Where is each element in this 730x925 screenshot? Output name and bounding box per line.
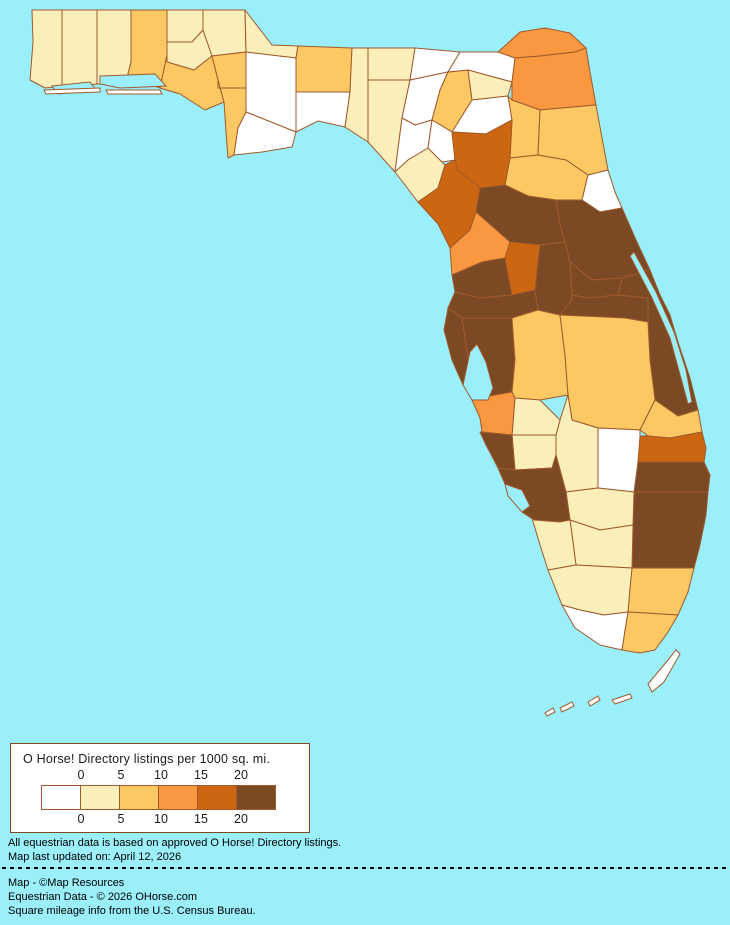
legend-swatch-5-10 [119,785,159,810]
county-gilchrist [427,119,456,163]
legend-swatch-10-15 [158,785,198,810]
water-inlet [504,483,531,513]
footer-note-data-source: All equestrian data is based on approved… [8,837,342,849]
dashed-divider [2,867,728,869]
water-inlet [629,251,693,405]
county-wakulla [295,91,351,133]
county-leon [295,45,353,93]
county-jefferson [344,47,369,143]
legend-colorbar [41,785,281,810]
island [559,701,575,713]
county-collier [547,564,633,616]
county-miami-dade [621,611,679,654]
county-polk [511,309,569,401]
legend-ticks-top: 0 5 10 15 20 [11,768,309,782]
legend-tick-label: 10 [154,812,168,826]
footer-note-updated: Map last updated on: April 12, 2026 [8,851,182,863]
county-gadsden [244,9,299,59]
county-duval [511,47,597,111]
footer-credit-map: Map - ©Map Resources [8,877,125,889]
florida-map [29,9,711,717]
legend-title: O Horse! Directory listings per 1000 sq.… [23,752,271,766]
county-jackson [202,9,247,57]
island [647,649,681,693]
county-palm-beach [631,491,709,569]
legend-tick-label: 5 [117,812,125,826]
water-inlet [462,343,494,401]
county-madison [367,47,416,81]
legend-tick-label: 20 [234,768,248,782]
legend-box: O Horse! Directory listings per 1000 sq.… [10,743,310,833]
legend-tick-label: 20 [234,812,248,826]
island [611,693,633,705]
county-martin [633,461,711,493]
legend-swatch-0 [41,785,81,810]
county-desoto [511,434,557,471]
legend-tick-label: 15 [194,768,208,782]
legend-tick-label: 0 [77,768,85,782]
water-inlet [99,73,168,89]
island [105,89,163,95]
legend-tick-label: 5 [117,768,125,782]
legend-swatch-20+ [236,785,276,810]
county-hardee [511,397,561,436]
island [43,87,101,95]
county-manatee [471,391,516,436]
island [587,695,601,707]
county-sarasota [479,431,516,471]
county-osceola [559,314,656,431]
legend-swatch-0-5 [80,785,120,810]
county-okeechobee [597,427,641,493]
county-broward [627,567,695,616]
legend-ticks-bottom: 0 5 10 15 20 [11,812,309,826]
legend-tick-label: 15 [194,812,208,826]
county-escambia [29,9,63,89]
legend-tick-label: 0 [77,812,85,826]
county-lake [534,241,573,316]
legend-tick-label: 10 [154,768,168,782]
county-okaloosa [96,9,132,85]
county-franklin [233,111,297,156]
footer-credit-census: Square mileage info from the U.S. Census… [8,905,256,917]
footer-credit-data: Equestrian Data - © 2026 OHorse.com [8,891,198,903]
county-santa-rosa [61,9,98,87]
county-monroe [561,604,629,651]
county-lee [521,511,577,571]
island [544,707,556,717]
legend-swatch-15-20 [197,785,237,810]
